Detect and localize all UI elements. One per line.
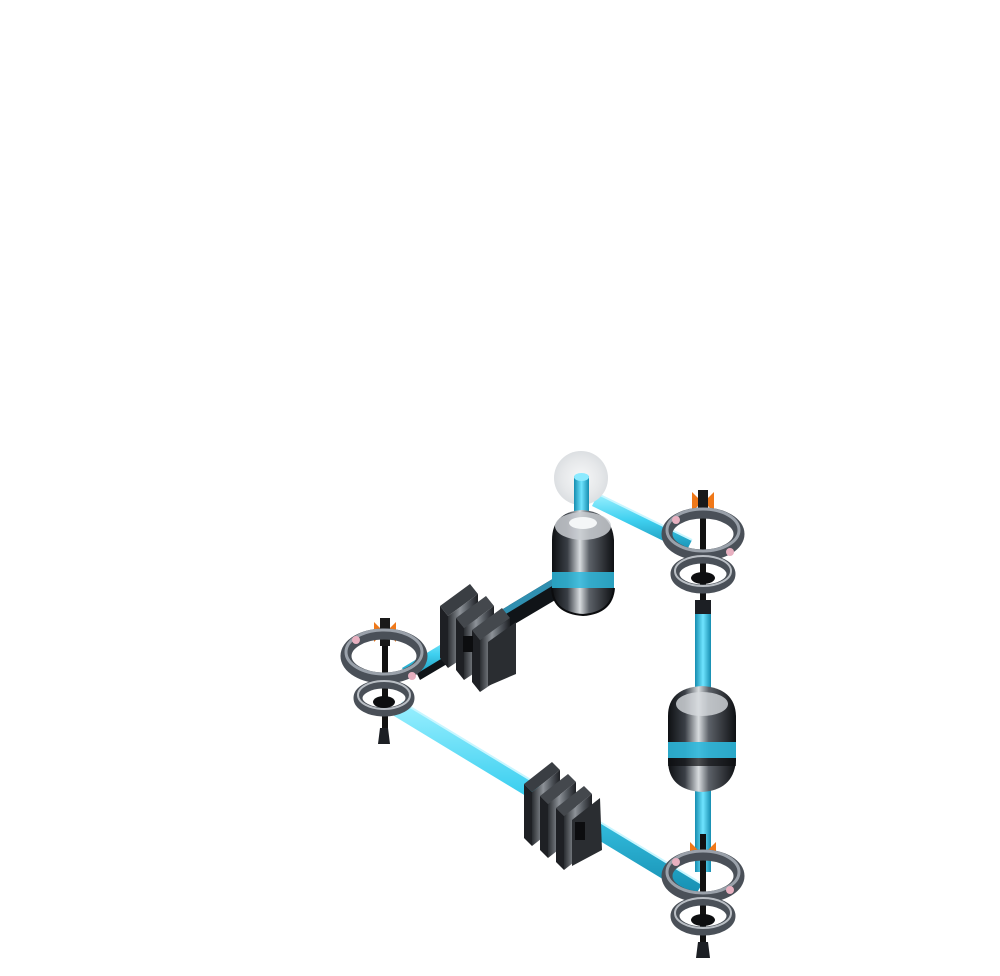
focusing-ring-icon [340, 618, 428, 744]
focusing-ring-left[interactable] [340, 618, 428, 744]
bender-magnet-top[interactable] [551, 510, 615, 617]
focusing-ring-icon [661, 490, 745, 600]
quadrupole-cell-lower[interactable] [524, 762, 602, 870]
focusing-ring-bottom-right[interactable] [661, 834, 745, 958]
quadrupole-icon [524, 762, 602, 870]
quadrupole-cell-upper[interactable] [440, 584, 516, 692]
bender-magnet-right[interactable] [668, 686, 736, 792]
focusing-ring-icon [661, 834, 745, 958]
quadrupole-icon [440, 584, 516, 692]
focusing-ring-top-right[interactable] [661, 490, 745, 600]
